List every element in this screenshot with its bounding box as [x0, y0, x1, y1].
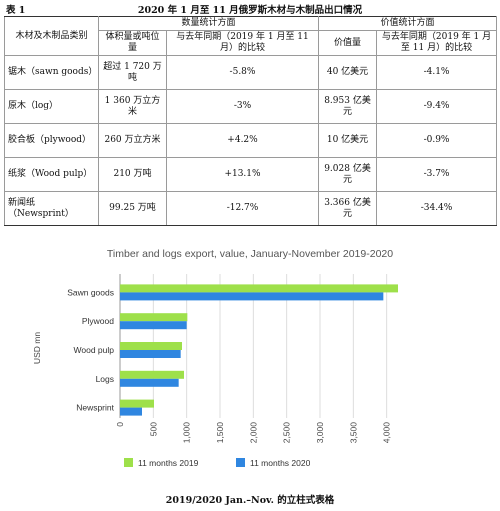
header-volume: 体积量或吨位量 — [98, 30, 167, 56]
x-tick-label: 3,000 — [315, 422, 325, 444]
header-value-group: 价值统计方面 — [318, 16, 498, 31]
cell-val-change: -9.4% — [376, 89, 498, 124]
export-table: 木材及木制品类别 数量统计方面 价值统计方面 体积量或吨位量 与去年同期（201… — [4, 16, 498, 226]
table-row: 胶合板（plywood） 260 万立方米 +4.2% 10 亿美元 -0.9% — [4, 123, 498, 158]
cell-value: 10 亿美元 — [318, 123, 378, 158]
legend-swatch — [124, 458, 133, 467]
header-quantity-group: 数量统计方面 — [97, 16, 320, 31]
table-number: 表 1 — [6, 5, 26, 16]
cell-qty-change: -3% — [165, 89, 320, 124]
table-row: 纸浆（Wood pulp） 210 万吨 +13.1% 9.028 亿美元 -3… — [4, 157, 498, 192]
cell-product: 新闻纸（Newsprint） — [4, 191, 99, 226]
figure-caption: 2019/2020 Jan.–Nov. 的立柱式表格 — [165, 495, 335, 506]
category-label: Sawn goods — [67, 287, 114, 297]
x-tick-label: 0 — [115, 422, 125, 427]
table-row: 锯木（sawn goods） 超过 1 720 万吨 -5.8% 40 亿美元 … — [4, 55, 498, 90]
bar — [120, 407, 142, 416]
bar — [120, 292, 384, 301]
header-val-change: 与去年同期（2019 年 1 月至 11 月）的比较 — [376, 30, 498, 56]
cell-value: 8.953 亿美元 — [318, 89, 378, 124]
table-title: 2020 年 1 月至 11 月俄罗斯木材与木制品出口情况 — [137, 5, 363, 16]
category-label: Newsprint — [76, 403, 114, 413]
header-qty-change: 与去年同期（2019 年 1 月至 11 月）的比较 — [165, 30, 320, 56]
cell-value: 9.028 亿美元 — [318, 157, 378, 192]
category-label: Plywood — [82, 316, 114, 326]
category-label: Logs — [96, 374, 114, 384]
x-tick-label: 3,500 — [348, 422, 358, 444]
legend-swatch — [236, 458, 245, 467]
cell-value: 40 亿美元 — [318, 55, 378, 90]
header-product: 木材及木制品类别 — [4, 16, 99, 56]
table-caption: 表 1 2020 年 1 月至 11 月俄罗斯木材与木制品出口情况 — [0, 2, 500, 16]
cell-product: 原木（log） — [4, 89, 99, 124]
x-tick-label: 1,000 — [182, 422, 192, 444]
cell-product: 纸浆（Wood pulp） — [4, 157, 99, 192]
bar — [120, 350, 181, 358]
cell-val-change: -3.7% — [376, 157, 498, 192]
chart-title: Timber and logs export, value, January-N… — [107, 248, 393, 260]
cell-qty-change: +4.2% — [165, 123, 320, 158]
bar — [120, 342, 182, 350]
cell-volume: 1 360 万立方米 — [98, 89, 167, 124]
y-axis-label: USD mn — [32, 332, 42, 364]
bar — [120, 370, 184, 379]
cell-volume: 260 万立方米 — [98, 123, 167, 158]
table-row: 新闻纸（Newsprint） 99.25 万吨 -12.7% 3.366 亿美元… — [4, 191, 498, 226]
cell-product: 锯木（sawn goods） — [4, 55, 99, 90]
cell-qty-change: -5.8% — [165, 55, 320, 90]
bar — [120, 399, 154, 408]
bar — [120, 378, 179, 387]
cell-volume: 99.25 万吨 — [98, 191, 167, 226]
cell-volume: 超过 1 720 万吨 — [98, 55, 167, 90]
cell-product: 胶合板（plywood） — [4, 123, 99, 158]
cell-val-change: -4.1% — [376, 55, 498, 90]
chart-svg: Timber and logs export, value, January-N… — [32, 248, 398, 468]
bar — [120, 321, 187, 330]
table-row: 原木（log） 1 360 万立方米 -3% 8.953 亿美元 -9.4% — [4, 89, 498, 124]
category-label: Wood pulp — [74, 345, 115, 355]
cell-qty-change: +13.1% — [165, 157, 320, 192]
header-value: 价值量 — [318, 30, 378, 56]
x-tick-label: 2,500 — [282, 422, 292, 444]
legend-label: 11 months 2020 — [250, 458, 311, 468]
cell-val-change: -0.9% — [376, 123, 498, 158]
cell-val-change: -34.4% — [376, 191, 498, 226]
x-tick-label: 1,500 — [215, 422, 225, 444]
x-tick-label: 4,000 — [382, 422, 392, 444]
x-tick-label: 500 — [148, 422, 158, 436]
export-value-chart: Timber and logs export, value, January-N… — [4, 240, 496, 485]
legend-label: 11 months 2019 — [138, 458, 199, 468]
cell-qty-change: -12.7% — [165, 191, 320, 226]
bar — [120, 313, 188, 322]
cell-volume: 210 万吨 — [98, 157, 167, 192]
x-tick-label: 2,000 — [248, 422, 258, 444]
cell-value: 3.366 亿美元 — [318, 191, 378, 226]
bar — [120, 284, 398, 293]
